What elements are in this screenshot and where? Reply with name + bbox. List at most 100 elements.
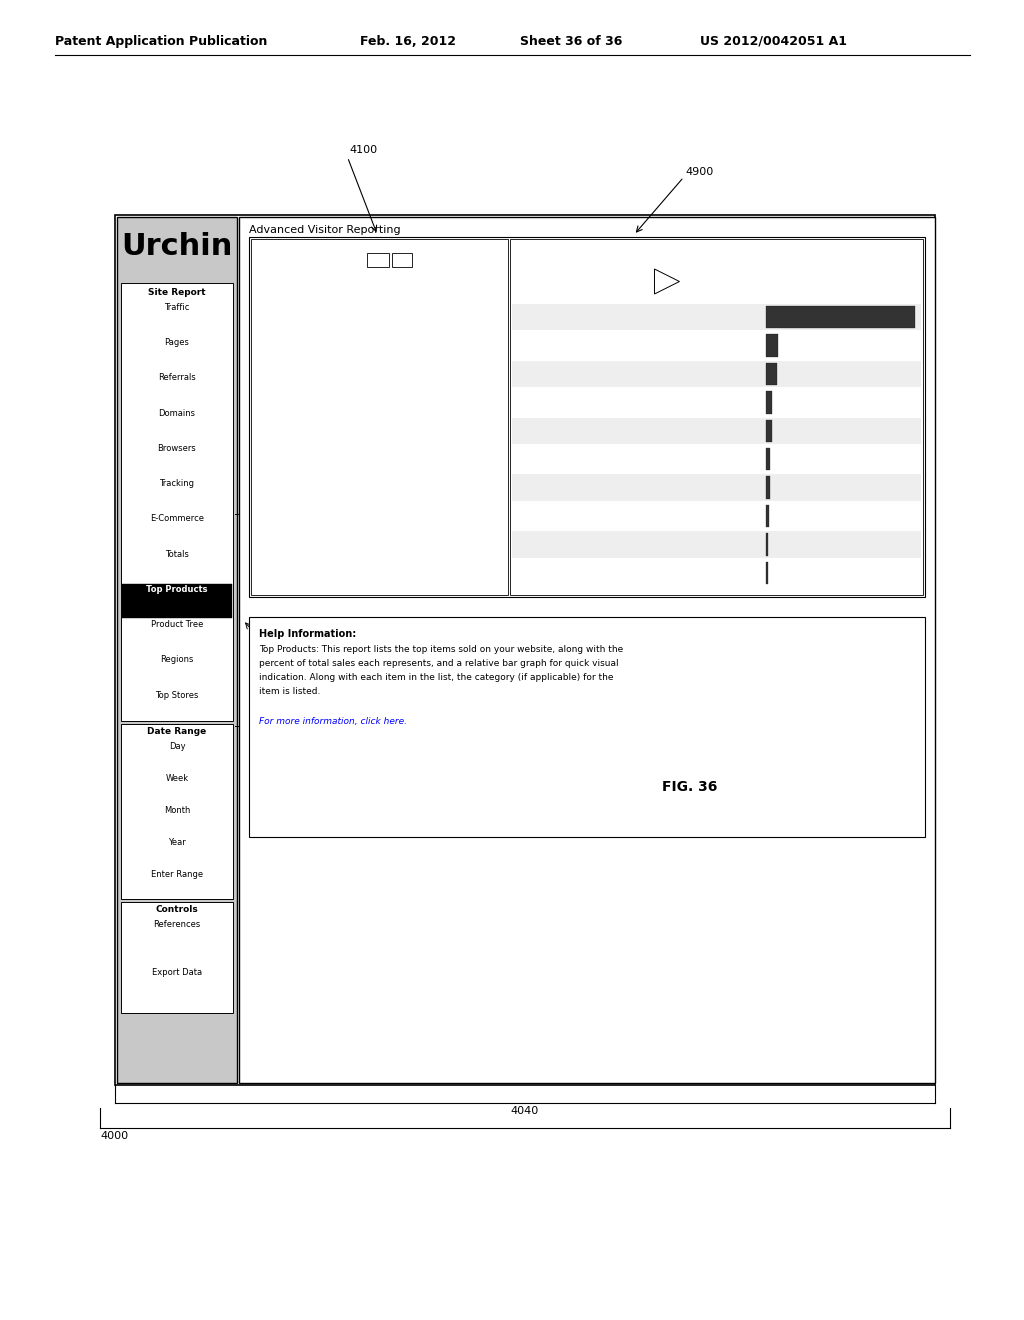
Bar	[367, 253, 388, 267]
Text: $2,688: $2,688	[525, 304, 551, 313]
Text: Referrals: Referrals	[158, 374, 196, 383]
Text: FIG. 36: FIG. 36	[663, 780, 718, 795]
Bar	[117, 216, 237, 1082]
Bar	[512, 417, 921, 444]
Text: US 2012/0042051 A1: US 2012/0042051 A1	[700, 36, 847, 48]
Text: 6. Womens Jeans: 6. Womens Jeans	[256, 440, 321, 449]
Text: 4900: 4900	[686, 168, 714, 177]
Text: 4910: 4910	[272, 642, 298, 652]
Bar	[766, 447, 770, 470]
Bar	[766, 420, 772, 442]
Text: Date Range: Date Range	[147, 727, 207, 735]
Text: 0.9%: 0.9%	[695, 503, 715, 512]
Bar	[249, 238, 925, 597]
Text: Top Stores: Top Stores	[156, 690, 199, 700]
Text: $62: $62	[525, 474, 540, 483]
Bar	[766, 306, 915, 329]
Text: 10. Bikinis: 10. Bikinis	[256, 562, 296, 572]
Text: 4000: 4000	[100, 1131, 128, 1140]
Text: Year: Year	[168, 838, 186, 847]
Text: Urchin: Urchin	[121, 232, 232, 261]
Text: Product Tree: Product Tree	[151, 620, 203, 630]
Bar	[239, 216, 935, 1082]
Bar	[249, 616, 925, 837]
Text: Export Data: Export Data	[152, 968, 202, 977]
Bar	[121, 902, 233, 1014]
Bar	[122, 583, 232, 618]
Text: $197: $197	[525, 360, 544, 370]
Text: $112: $112	[525, 417, 544, 426]
Text: hollywoodweb.com: hollywoodweb.com	[256, 259, 337, 268]
Bar	[512, 304, 921, 330]
Text: $50: $50	[525, 503, 540, 512]
Text: Go: Go	[396, 252, 408, 261]
Text: $38: $38	[525, 560, 540, 569]
Text: Enter Range: Enter Range	[151, 870, 203, 879]
Text: References: References	[154, 920, 201, 929]
Text: 4. Silver Buckles: 4. Silver Buckles	[256, 379, 319, 388]
Bar	[391, 253, 412, 267]
Text: [V] Next: [V] Next	[256, 583, 291, 591]
Text: $42: $42	[525, 531, 540, 540]
Text: Top Products: Top Products	[353, 247, 407, 256]
Text: Day: Day	[169, 742, 185, 751]
Text: Tracking: Tracking	[160, 479, 195, 488]
Text: Top Products: Top Products	[146, 585, 208, 594]
Text: [V] Previous: [V] Previous	[256, 275, 307, 282]
Text: Regions: Regions	[161, 655, 194, 664]
Text: percent of total sales each represents, and a relative bar graph for quick visua: percent of total sales each represents, …	[259, 659, 618, 668]
Text: 1.1%: 1.1%	[695, 474, 715, 483]
Text: E-Commerce: E-Commerce	[150, 515, 204, 524]
Text: Traffic: Traffic	[164, 304, 189, 312]
Text: item is listed.: item is listed.	[259, 686, 321, 696]
Bar	[766, 561, 768, 583]
Bar	[766, 504, 769, 527]
Text: 8. Blue Shirts: 8. Blue Shirts	[256, 502, 307, 511]
Text: Quantified: Quantified	[684, 275, 729, 282]
Text: Browsers: Browsers	[158, 444, 197, 453]
Text: For more information, click here.: For more information, click here.	[259, 717, 407, 726]
Text: 10: 10	[373, 252, 383, 261]
Text: 1.9%: 1.9%	[695, 417, 715, 426]
Text: Pages: Pages	[165, 338, 189, 347]
Text: 1.9%: 1.9%	[695, 389, 715, 399]
Text: 1. Large Hats: 1. Large Hats	[256, 286, 307, 296]
Bar	[512, 474, 921, 500]
Text: Controls: Controls	[156, 906, 199, 913]
Text: 9. Red Shirts: 9. Red Shirts	[256, 532, 305, 541]
Text: 0.7%: 0.7%	[695, 531, 715, 540]
Bar	[121, 282, 233, 721]
Bar	[766, 363, 777, 385]
Text: Week: Week	[166, 774, 188, 783]
Bar	[512, 360, 921, 387]
Bar	[121, 723, 233, 899]
Text: 1.3%: 1.3%	[695, 446, 715, 455]
Bar	[766, 477, 770, 499]
Text: $220: $220	[525, 333, 544, 342]
Text: 4040: 4040	[511, 1106, 539, 1115]
Bar	[115, 215, 935, 1085]
Text: 5. Gold Buckles: 5. Gold Buckles	[256, 409, 315, 418]
Text: indication. Along with each item in the list, the category (if applicable) for t: indication. Along with each item in the …	[259, 673, 613, 682]
Text: $114: $114	[525, 389, 544, 399]
Text: Month: Month	[164, 805, 190, 814]
Text: 4100: 4100	[349, 145, 378, 154]
Text: Totals: Totals	[165, 549, 189, 558]
Text: Feb. 16, 2012: Feb. 16, 2012	[360, 36, 456, 48]
Text: Patent Application Publication: Patent Application Publication	[55, 36, 267, 48]
Bar	[512, 531, 921, 557]
Text: Dollars: Dollars	[525, 294, 554, 304]
Text: Advanced Visitor Reporting: Advanced Visitor Reporting	[249, 224, 400, 235]
Text: 3. Belt Buckles: 3. Belt Buckles	[256, 348, 312, 358]
Bar	[766, 533, 768, 556]
Bar	[766, 391, 772, 413]
Text: Top Products: This report lists the top items sold on your website, along with t: Top Products: This report lists the top …	[259, 645, 624, 653]
Text: $74: $74	[525, 446, 540, 455]
Text: 3.4%: 3.4%	[695, 360, 715, 370]
Text: Site Report: Site Report	[148, 288, 206, 297]
Text: Sheet 36 of 36: Sheet 36 of 36	[520, 36, 623, 48]
Text: Help Information:: Help Information:	[259, 630, 356, 639]
Text: Date Range: 7/1/2000 - 7/31/2000: Date Range: 7/1/2000 - 7/31/2000	[515, 247, 646, 256]
Bar	[766, 334, 778, 356]
Text: 7. Mens Jeans: 7. Mens Jeans	[256, 471, 308, 479]
